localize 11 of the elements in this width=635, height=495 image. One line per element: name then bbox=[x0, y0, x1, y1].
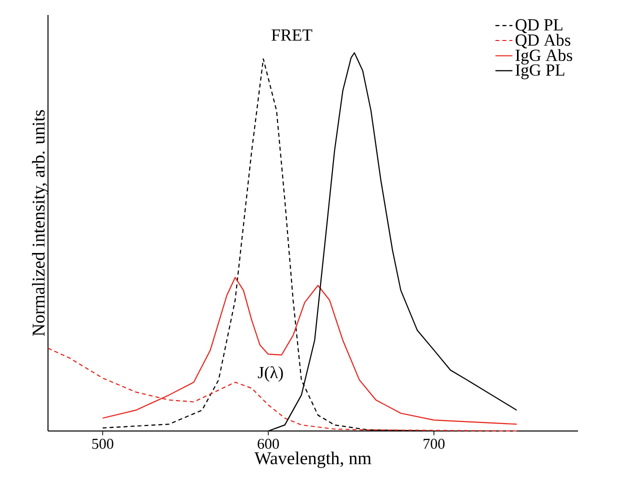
text: FRET bbox=[272, 30, 312, 41]
x-axis-title: Wavelength, nm bbox=[254, 452, 372, 468]
legend-label: IgG PL bbox=[516, 64, 564, 80]
y-axis-title: Normalized intensity, arb. units bbox=[32, 110, 48, 336]
legend-label: QD PL bbox=[516, 19, 562, 34]
legend-label: IgG Abs bbox=[516, 49, 572, 65]
legend-label: QD Abs bbox=[516, 34, 570, 48]
x-tick-label: 500 bbox=[92, 438, 114, 449]
x-tick-label: 700 bbox=[424, 438, 445, 449]
x-tick-label: 600 bbox=[258, 438, 279, 449]
annotation: J(λ) bbox=[258, 366, 283, 382]
